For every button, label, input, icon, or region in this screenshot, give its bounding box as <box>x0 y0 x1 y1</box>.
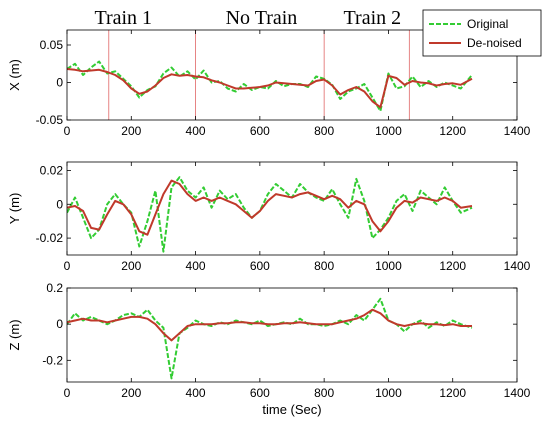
legend: Original De-noised <box>422 9 542 57</box>
series-line-original <box>67 297 473 380</box>
y-axis-label: Y (m) <box>7 193 22 225</box>
x-tick-label: 1400 <box>504 259 531 273</box>
axes-frame <box>66 287 518 383</box>
x-tick-label: 200 <box>121 259 141 273</box>
x-tick-label: 1200 <box>439 386 466 400</box>
plot-area <box>67 162 517 255</box>
x-tick-label: 1400 <box>504 386 531 400</box>
x-tick-label: 200 <box>121 124 141 138</box>
x-axis-label: time (Sec) <box>262 402 321 417</box>
y-tick-label: 0.05 <box>40 38 64 52</box>
series-line-de-noised <box>67 68 473 109</box>
x-tick-label: 400 <box>186 124 206 138</box>
x-tick-label: 800 <box>314 259 334 273</box>
x-tick-label: 800 <box>314 386 334 400</box>
x-tick-label: 600 <box>250 386 270 400</box>
annotation-label: Train 1 <box>94 7 152 29</box>
y-axis-label: Z (m) <box>7 319 22 350</box>
x-tick-label: 0 <box>64 386 71 400</box>
series-line-de-noised <box>67 179 473 236</box>
x-tick-label: 600 <box>250 124 270 138</box>
y-tick-label: 0 <box>56 317 63 331</box>
legend-entry: De-noised <box>467 36 522 50</box>
x-tick-label: 1200 <box>439 124 466 138</box>
y-tick-label: 0 <box>56 76 63 90</box>
y-tick-label: -0.2 <box>42 353 63 367</box>
x-tick-label: 1200 <box>439 259 466 273</box>
legend-entry: Original <box>467 17 508 31</box>
series-line-de-noised <box>67 308 472 342</box>
y-tick-label: 0.02 <box>40 163 64 177</box>
x-tick-label: 1400 <box>504 124 531 138</box>
annotation-label: Train 2 <box>344 7 402 29</box>
x-tick-label: 600 <box>250 259 270 273</box>
x-tick-label: 800 <box>314 124 334 138</box>
y-axis-label: X (m) <box>7 59 22 91</box>
axes-frame <box>66 161 518 256</box>
x-tick-label: 400 <box>186 259 206 273</box>
x-tick-label: 400 <box>186 386 206 400</box>
legend-box <box>422 9 542 57</box>
x-tick-label: 1000 <box>375 386 402 400</box>
y-tick-label: 0 <box>56 197 63 211</box>
x-tick-label: 0 <box>64 259 71 273</box>
x-tick-label: 1000 <box>375 124 402 138</box>
axes-frame <box>66 29 518 121</box>
plot-area <box>67 288 517 382</box>
x-tick-label: 1000 <box>375 259 402 273</box>
annotation-label: No Train <box>226 7 298 29</box>
y-tick-label: -0.05 <box>36 113 64 127</box>
y-tick-label: -0.02 <box>36 231 64 245</box>
y-tick-label: 0.2 <box>46 281 63 295</box>
x-tick-label: 200 <box>121 386 141 400</box>
x-tick-label: 0 <box>64 124 71 138</box>
series-line-original <box>67 176 473 253</box>
chart-panel-3: 0 200 400 600 800 1000 1200 1400 0.2 0 -0.2 Z (m) ti… <box>7 281 531 417</box>
